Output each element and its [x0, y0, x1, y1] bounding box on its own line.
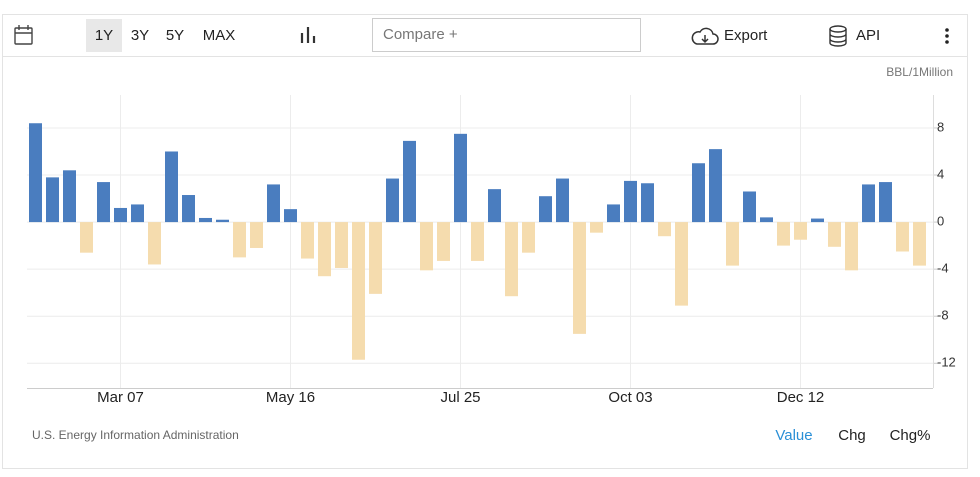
bar: [658, 222, 671, 237]
bar: [590, 222, 603, 233]
bar: [862, 184, 875, 223]
range-button[interactable]: 5Y: [166, 27, 184, 44]
bar: [913, 222, 926, 266]
mode-button[interactable]: Chg%: [890, 427, 931, 444]
bar: [675, 222, 688, 306]
bar: [46, 177, 59, 223]
range-button[interactable]: MAX: [203, 27, 236, 44]
calendar-icon[interactable]: [14, 25, 33, 45]
bar: [97, 182, 110, 223]
bar: [488, 189, 501, 223]
bar: [369, 222, 382, 294]
bar: [437, 222, 450, 261]
x-tick-label: Jul 25: [440, 389, 480, 406]
y-tick-label: 8: [937, 119, 944, 134]
bar: [131, 204, 144, 223]
bar: [318, 222, 331, 277]
y-tick-label: 0: [937, 214, 944, 229]
bar: [709, 149, 722, 223]
compare-input[interactable]: [372, 18, 641, 52]
x-tick-label: Oct 03: [608, 389, 652, 406]
bar: [182, 195, 195, 223]
bar: [114, 207, 127, 223]
x-tick-label: Dec 12: [777, 389, 825, 406]
bar: [743, 191, 756, 223]
bar: [199, 217, 212, 223]
bar: [250, 222, 263, 248]
bar: [522, 222, 535, 253]
bar: [641, 183, 654, 223]
compare-placeholder: Compare +: [383, 26, 458, 43]
bar: [386, 178, 399, 223]
bar: [284, 209, 297, 223]
y-tick-label: -8: [937, 308, 949, 323]
plot-area: 8 4 0 -4 -8 -12 Mar 07 May 16 Jul 25 Oct 03 Dec 12: [27, 95, 956, 406]
bar: [794, 222, 807, 240]
bar: [80, 222, 93, 253]
bar: [29, 123, 42, 223]
widget-frame: [2, 14, 968, 469]
bar: [63, 170, 76, 223]
range-button[interactable]: 3Y: [131, 27, 149, 44]
bar: [879, 182, 892, 223]
unit-label: BBL/1Million: [886, 65, 953, 79]
y-tick-label: 4: [937, 166, 944, 181]
bar: [624, 180, 637, 223]
bar: [573, 222, 586, 334]
bar: [726, 222, 739, 266]
bar: [777, 222, 790, 246]
bar: [607, 204, 620, 223]
mode-button[interactable]: Value: [775, 427, 812, 444]
source-label: U.S. Energy Information Administration: [32, 428, 239, 442]
mode-button[interactable]: Chg: [838, 427, 866, 444]
x-tick-label: May 16: [266, 389, 315, 406]
bar: [233, 222, 246, 258]
bar: [811, 218, 824, 223]
bar: [845, 222, 858, 271]
y-tick-label: -12: [937, 355, 956, 370]
range-button[interactable]: 1Y: [95, 27, 113, 44]
export-icon[interactable]: [691, 27, 719, 45]
y-tick-label: -4: [937, 261, 949, 276]
api-icon[interactable]: [829, 25, 847, 47]
bar: [301, 222, 314, 259]
bar: [335, 222, 348, 268]
bar: [471, 222, 484, 261]
bar: [505, 222, 518, 297]
bar: [420, 222, 433, 271]
chart-type-icon[interactable]: [300, 27, 316, 43]
bar: [216, 219, 229, 223]
bar: [148, 222, 161, 265]
menu-icon[interactable]: [945, 28, 949, 44]
bar: [896, 222, 909, 252]
bar: [692, 163, 705, 223]
bar: [454, 133, 467, 223]
bar: [539, 196, 552, 223]
bar: [828, 222, 841, 247]
bar: [403, 140, 416, 223]
bar: [556, 178, 569, 223]
bar: [267, 184, 280, 223]
api-button[interactable]: API: [856, 27, 880, 44]
export-button[interactable]: Export: [724, 27, 768, 44]
x-tick-label: Mar 07: [97, 389, 144, 406]
range-selected-bg: [86, 19, 122, 52]
bar: [760, 217, 773, 223]
bar: [165, 151, 178, 223]
bar: [352, 222, 365, 360]
